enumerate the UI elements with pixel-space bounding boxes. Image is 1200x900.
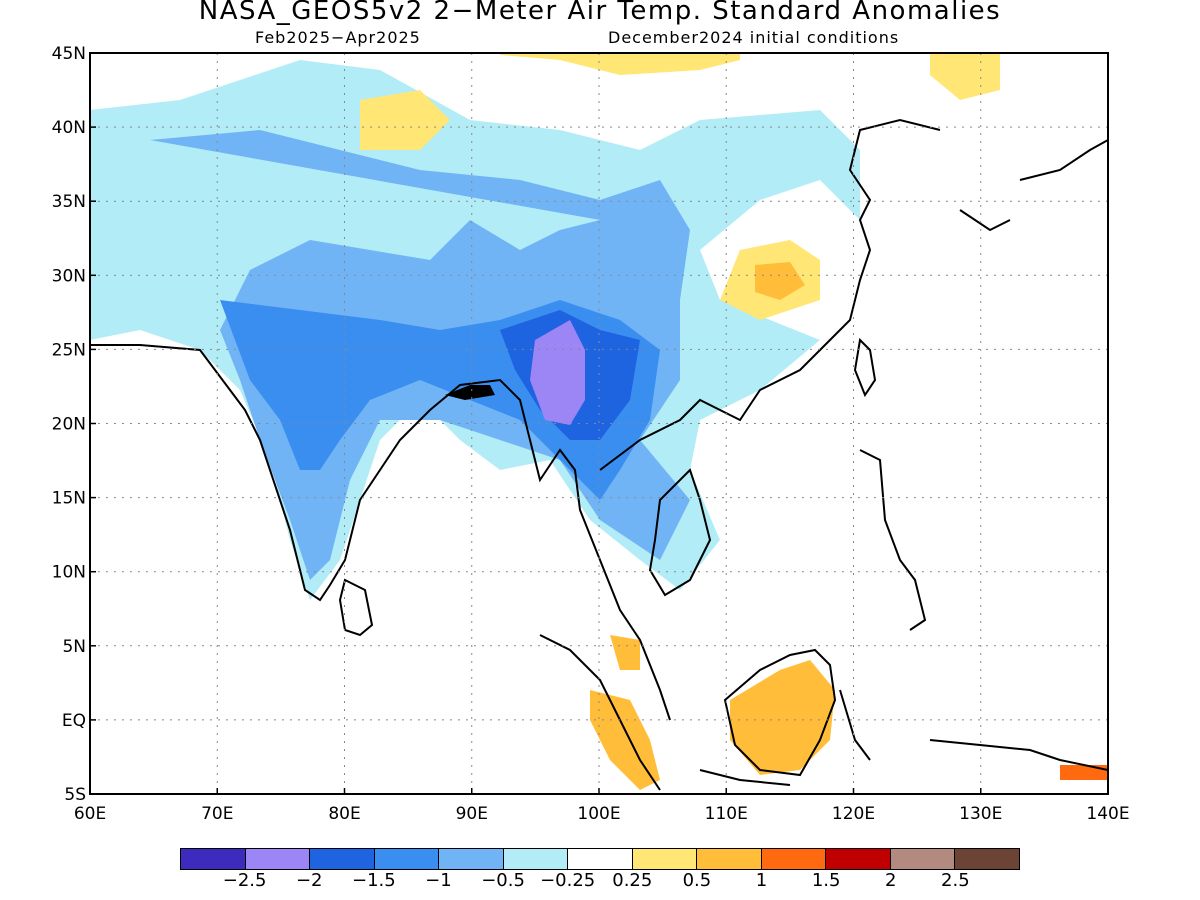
warm-anomaly-mongolia <box>500 53 740 75</box>
lon-tick-label: 120E <box>832 804 875 824</box>
cool-anomaly-extreme <box>530 320 585 425</box>
warm-anomaly-northeast <box>930 53 1000 100</box>
axes: 60E 70E 80E 90E 100E 110E 120E 130E 140E 45N 40N 35… <box>52 44 1130 824</box>
lon-tick-label: 100E <box>577 804 620 824</box>
colorbar-swatch <box>568 849 633 869</box>
colorbar-swatch <box>697 849 762 869</box>
lat-tick-label: 10N <box>52 563 86 583</box>
colorbar-swatch <box>826 849 891 869</box>
colorbar-label: −1 <box>425 870 452 891</box>
lon-tick-label: 140E <box>1086 804 1129 824</box>
lat-tick-label: 45N <box>52 44 86 64</box>
lat-tick-label: 20N <box>52 415 86 435</box>
lon-tick-label: 80E <box>328 804 360 824</box>
lon-tick-label: 70E <box>201 804 233 824</box>
lon-tick-label: 90E <box>456 804 488 824</box>
gridlines <box>90 53 1108 794</box>
lon-tick-label: 130E <box>959 804 1002 824</box>
lat-tick-label: 5N <box>62 637 86 657</box>
lat-tick-label: 40N <box>52 118 86 138</box>
colorbar-swatch <box>439 849 504 869</box>
colorbar-label: 2.5 <box>941 870 970 891</box>
colorbar-label: −2 <box>295 870 323 891</box>
colorbar-label: 1.5 <box>811 870 841 891</box>
colorbar-swatch <box>890 849 956 869</box>
colorbar-label: −1.5 <box>351 870 396 891</box>
colorbar-swatch <box>955 849 1019 869</box>
colorbar-swatch <box>181 849 246 869</box>
forecast-period: Feb2025−Apr2025 <box>255 28 421 47</box>
lon-tick-label: 60E <box>74 804 106 824</box>
lat-tick-label: 15N <box>52 489 86 509</box>
colorbar-label: 0.5 <box>682 870 712 891</box>
colorbar-swatch <box>761 849 827 869</box>
colorbar-swatch <box>310 849 375 869</box>
lat-tick-label: 30N <box>52 266 86 286</box>
colorbar-label: −0.5 <box>481 870 525 891</box>
colorbar-swatch <box>245 849 311 869</box>
colorbar-swatch <box>503 849 569 869</box>
initial-conditions: December2024 initial conditions <box>608 28 900 47</box>
lon-tick-label: 110E <box>705 804 748 824</box>
coastline-detail-bengal <box>445 385 495 400</box>
warm-anomaly-newguinea <box>1060 765 1108 780</box>
lat-tick-label: 5S <box>64 785 86 805</box>
warm-anomaly-north <box>360 90 450 150</box>
coastlines <box>90 118 1108 791</box>
colorbar <box>180 848 1020 870</box>
lat-tick-label: 35N <box>52 192 86 212</box>
map-title: NASA_GEOS5v2 2−Meter Air Temp. Standard … <box>198 0 1002 26</box>
colorbar-label: 2 <box>885 870 897 891</box>
warm-anomaly-borneo <box>730 660 835 775</box>
lat-tick-label: EQ <box>62 711 86 731</box>
colorbar-label: −2.5 <box>222 870 267 891</box>
warm-anomaly-malaya <box>610 635 640 670</box>
colorbar-swatch <box>632 849 698 869</box>
colorbar-swatch <box>374 849 440 869</box>
colorbar-label: 1 <box>755 870 768 891</box>
colorbar-label: −0.25 <box>540 870 596 891</box>
warm-anomaly-china-core <box>755 262 805 300</box>
lat-tick-label: 25N <box>52 340 86 360</box>
colorbar-label: 0.25 <box>612 870 653 891</box>
